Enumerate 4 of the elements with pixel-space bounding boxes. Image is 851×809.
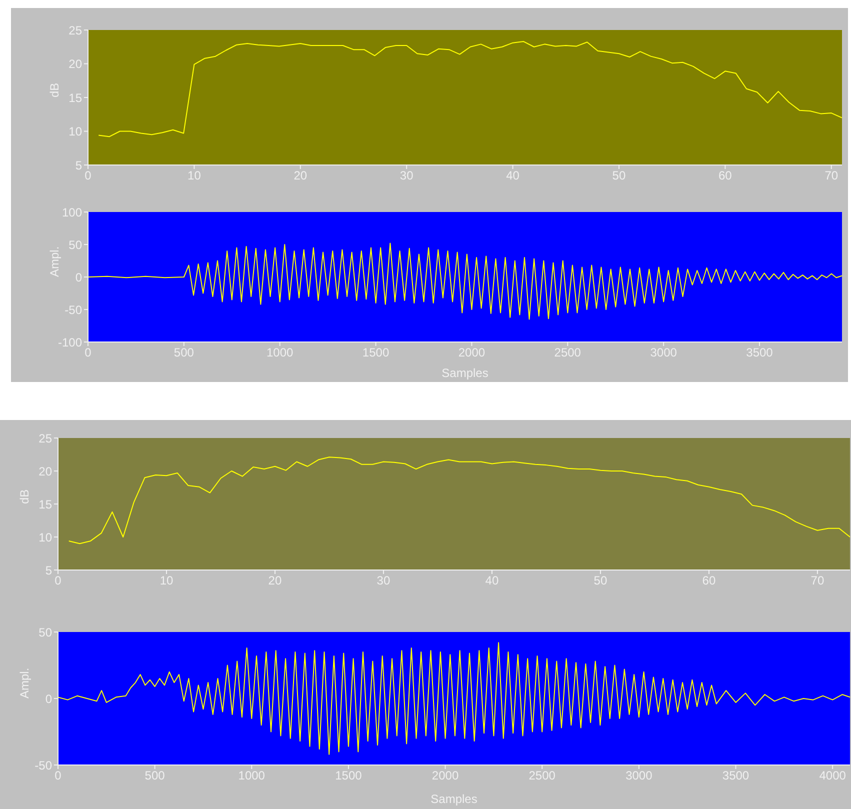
line-series — [88, 242, 842, 320]
line-series — [58, 642, 850, 755]
line-series — [98, 40, 842, 138]
line-series — [68, 456, 850, 544]
